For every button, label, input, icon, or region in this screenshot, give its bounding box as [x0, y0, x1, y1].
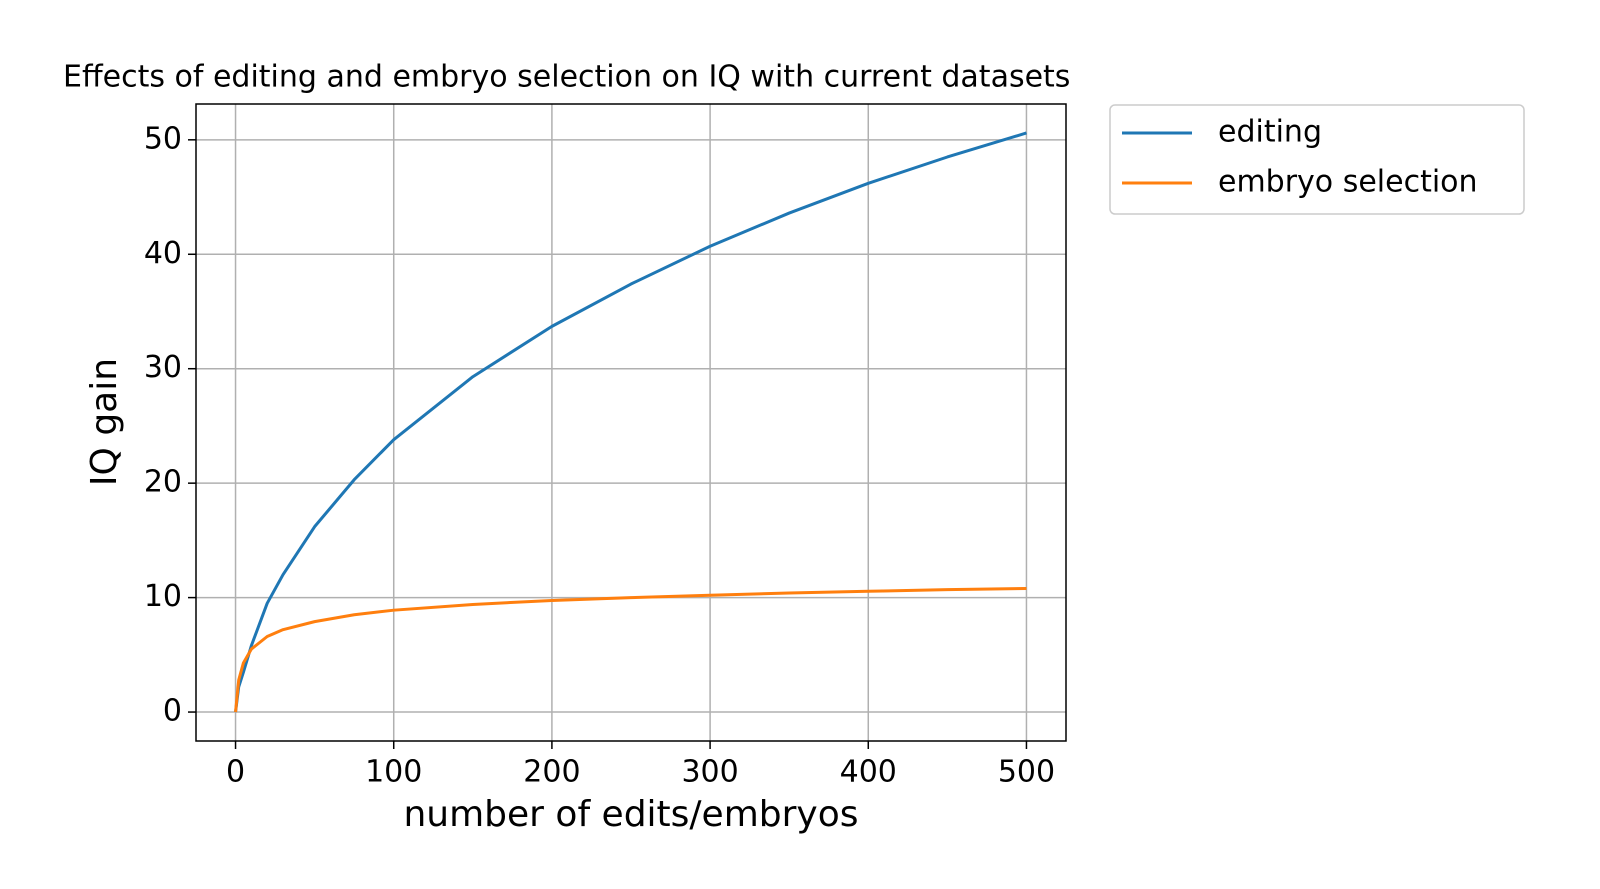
x-tick-label: 200	[523, 755, 580, 790]
x-axis-label: number of edits/embryos	[403, 794, 858, 835]
x-tick-label: 500	[998, 755, 1055, 790]
y-tick-label: 30	[144, 350, 182, 385]
y-tick-label: 0	[163, 694, 182, 729]
x-tick-label: 300	[681, 755, 738, 790]
legend-label: embryo selection	[1218, 165, 1478, 200]
plot-frame	[195, 103, 1067, 742]
chart-title: Effects of editing and embryo selection …	[63, 60, 1070, 95]
x-tick-label: 0	[226, 755, 245, 790]
legend-box	[1109, 104, 1525, 215]
x-tick-label: 400	[840, 755, 897, 790]
y-tick-label: 40	[144, 236, 182, 271]
series-line	[234, 586, 1027, 713]
y-tick-label: 10	[144, 579, 182, 614]
y-tick-label: 20	[144, 465, 182, 500]
y-tick-label: 50	[144, 121, 182, 156]
series-line	[234, 131, 1027, 713]
x-tick-label: 100	[365, 755, 422, 790]
y-axis-label: IQ gain	[84, 358, 125, 486]
legend-label: editing	[1218, 115, 1322, 150]
